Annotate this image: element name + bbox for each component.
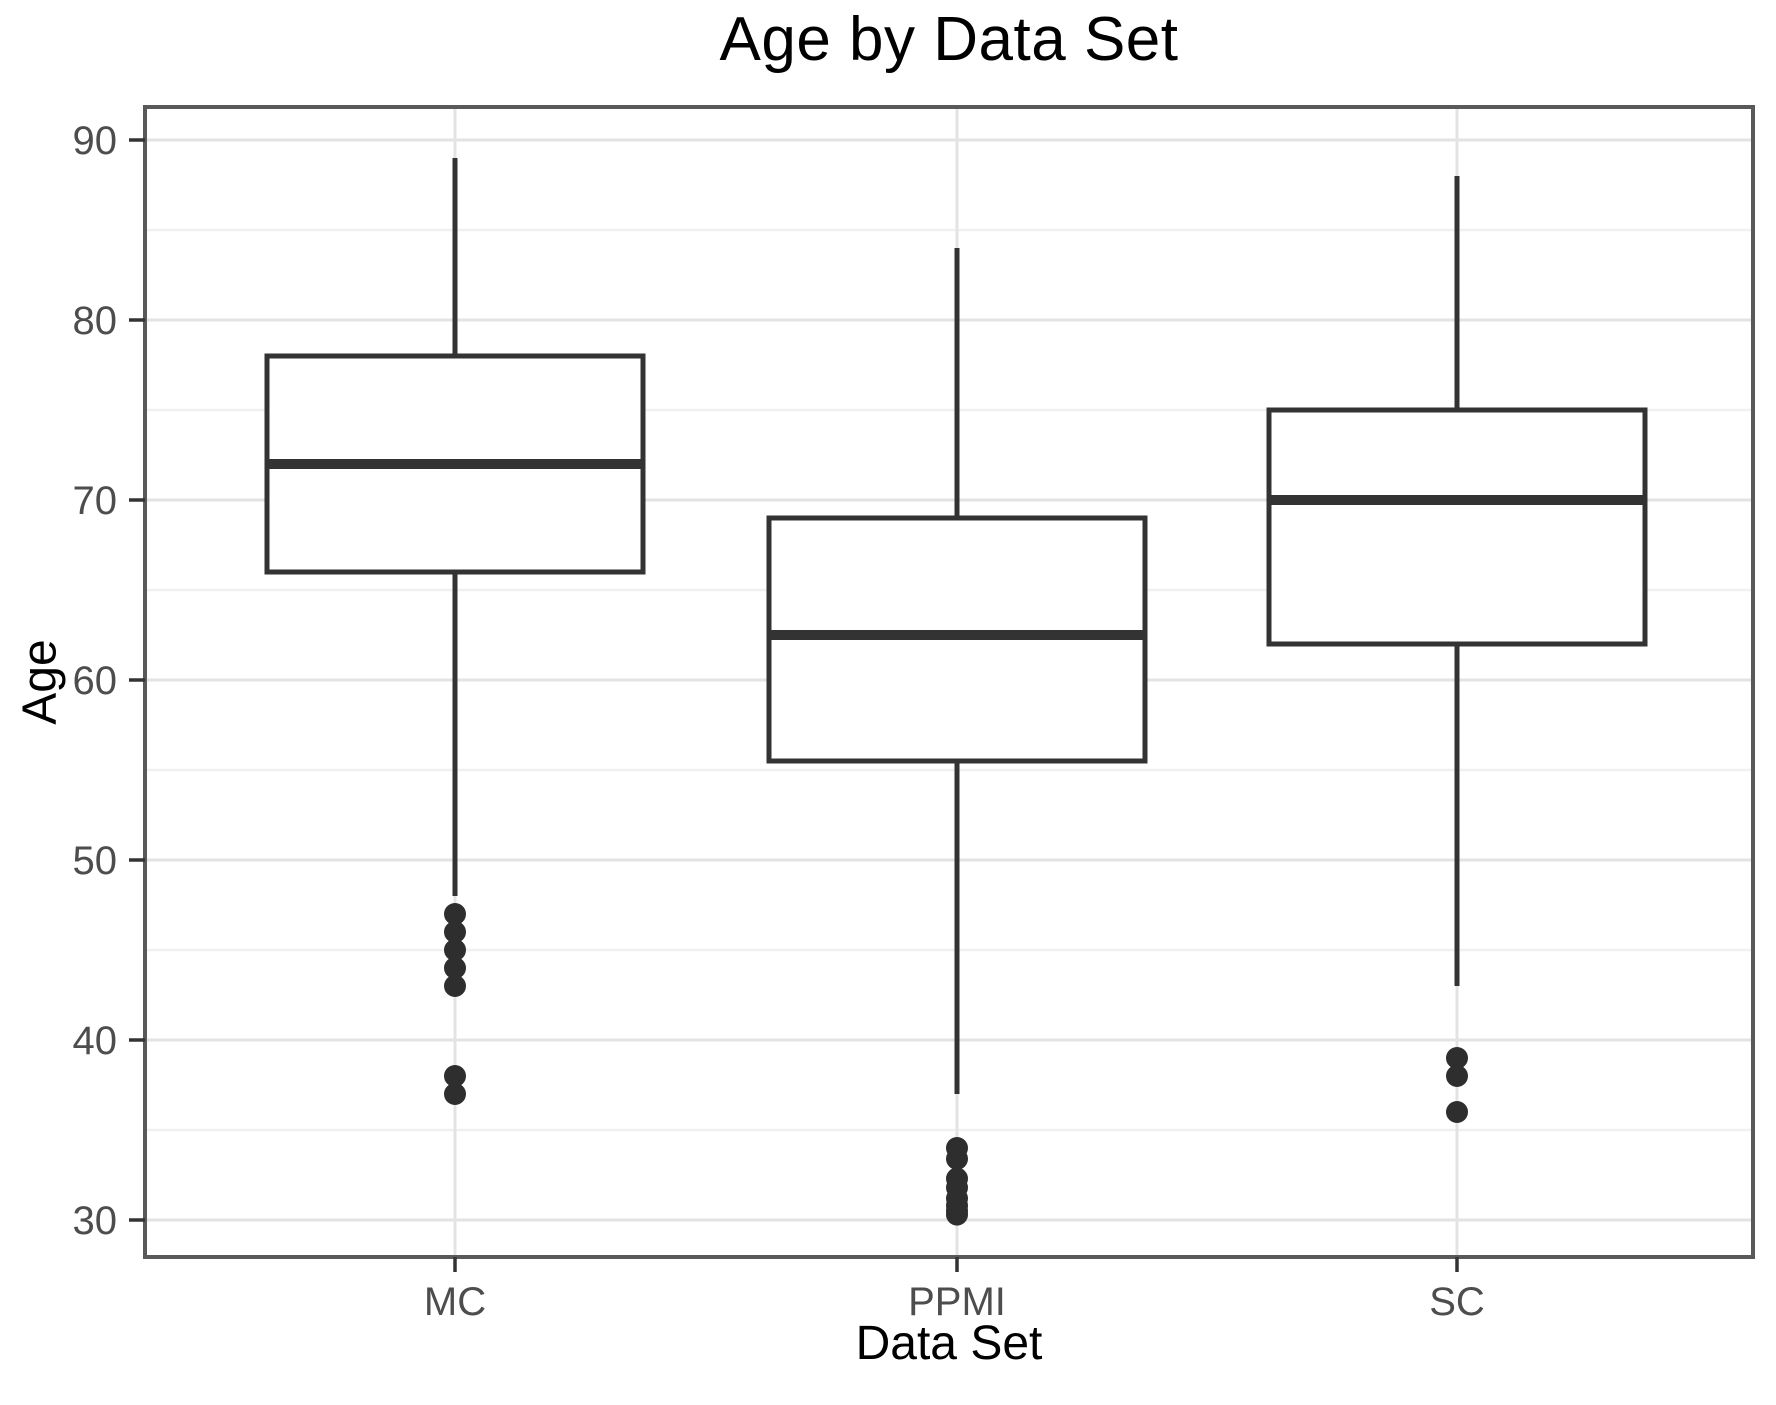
outlier-point: [444, 1065, 466, 1087]
y-tick-label: 30: [73, 1199, 118, 1243]
y-tick-label: 90: [73, 119, 118, 163]
outlier-point: [946, 1147, 968, 1170]
outlier-point: [1446, 1065, 1468, 1087]
y-tick-label: 80: [73, 299, 118, 343]
box-group-SC: [1266, 176, 1648, 1123]
iqr-box: [1266, 407, 1648, 647]
outlier-point: [444, 957, 466, 979]
y-tick-label: 70: [73, 479, 118, 523]
box-group-MC: [264, 158, 646, 1105]
x-tick-label: MC: [424, 1280, 486, 1324]
chart-title: Age by Data Set: [719, 5, 1179, 74]
x-tick-label: PPMI: [908, 1280, 1006, 1324]
outlier-point: [946, 1203, 968, 1226]
x-axis-title: Data Set: [855, 1317, 1043, 1370]
panel-border: [143, 105, 1755, 1259]
outlier-point: [444, 921, 466, 943]
outlier-point: [444, 903, 466, 925]
outlier-point: [444, 939, 466, 961]
outlier-point: [1446, 1047, 1468, 1069]
box-group-PPMI: [766, 248, 1148, 1226]
y-tick-label: 50: [73, 839, 118, 883]
outlier-point: [444, 975, 466, 997]
y-tick-label: 40: [73, 1019, 118, 1063]
outlier-point: [444, 1083, 466, 1105]
outlier-point: [1446, 1101, 1468, 1123]
x-tick-label: SC: [1429, 1280, 1485, 1324]
y-tick-label: 60: [73, 659, 118, 703]
